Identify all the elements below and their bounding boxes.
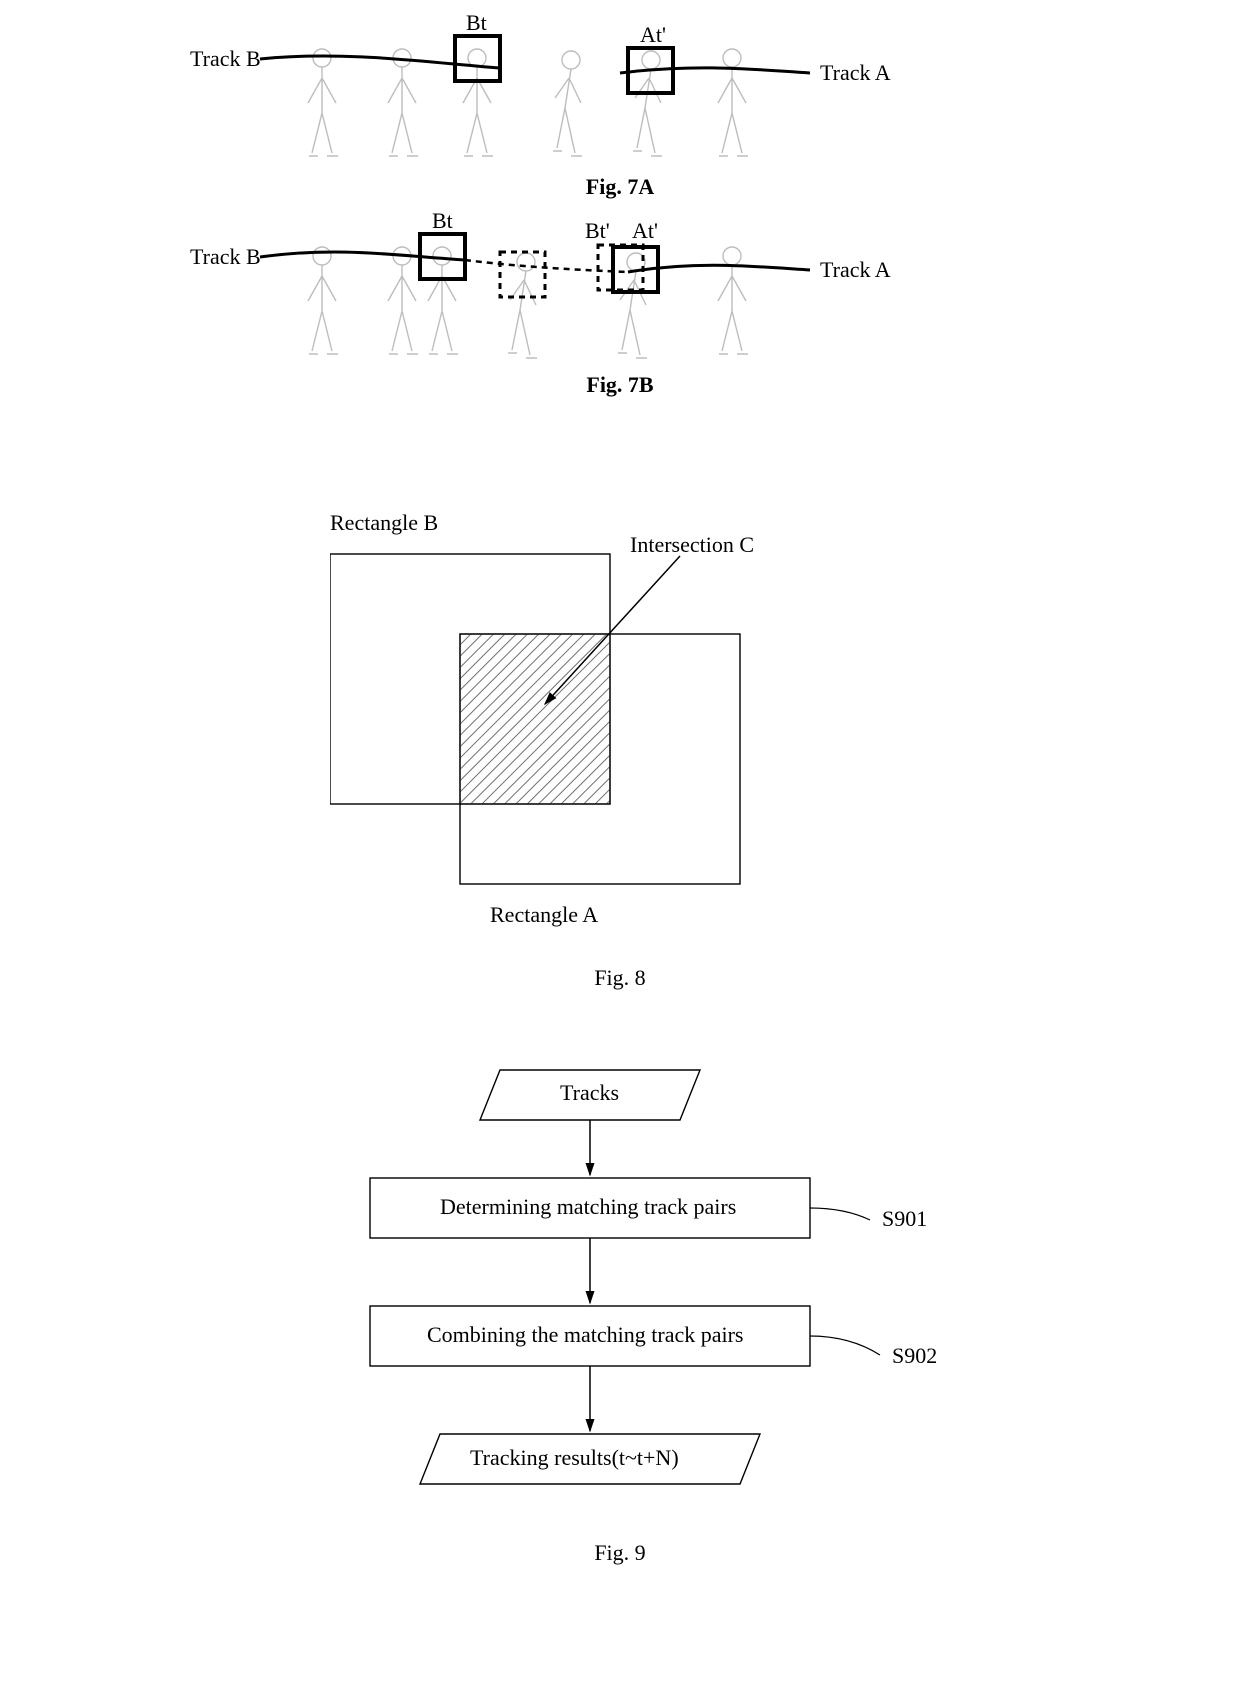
figure-7a: Track B Track A Bt At' Fig. 7A xyxy=(0,18,1240,183)
fig7b-btprime-label: Bt' xyxy=(585,218,610,244)
figure-9: Tracks Determining matching track pairs … xyxy=(0,1060,1240,1565)
fig7a-svg xyxy=(0,18,1240,178)
fig7b-caption: Fig. 7B xyxy=(0,372,1240,398)
fig9-input-label: Tracks xyxy=(560,1080,619,1106)
fig8-intersection-label: Intersection C xyxy=(630,532,754,558)
fig7a-track-a-label: Track A xyxy=(820,60,891,86)
fig8-intersection xyxy=(460,634,610,804)
fig7a-track-b-label: Track B xyxy=(190,46,261,72)
fig9-step1-label: Determining matching track pairs xyxy=(440,1194,736,1220)
fig7b-track-b-label: Track B xyxy=(190,244,261,270)
fig7b-svg xyxy=(0,212,1240,372)
fig7a-bt-label: Bt xyxy=(466,10,487,36)
fig7b-track-b-line xyxy=(260,252,465,260)
fig7a-at-label: At' xyxy=(640,22,666,48)
fig9-output-label: Tracking results(t~t+N) xyxy=(470,1445,679,1471)
fig8-svg xyxy=(330,514,910,934)
fig7a-track-a-line xyxy=(620,68,810,73)
fig7b-bt-label: Bt xyxy=(432,208,453,234)
fig9-s902-connector xyxy=(810,1336,880,1355)
fig8-rect-a-label: Rectangle A xyxy=(490,902,598,928)
fig7b-track-a-label: Track A xyxy=(820,257,891,283)
fig7a-track-b-line xyxy=(260,56,500,68)
fig9-s901-label: S901 xyxy=(882,1206,927,1232)
figure-8: Rectangle B Intersection C Rectangle A F… xyxy=(330,510,910,939)
fig8-caption: Fig. 8 xyxy=(0,965,1240,991)
fig8-arrow xyxy=(545,556,680,704)
fig9-caption: Fig. 9 xyxy=(0,1540,1240,1566)
fig9-s902-label: S902 xyxy=(892,1343,937,1369)
fig7b-track-a-line xyxy=(628,265,810,272)
fig8-rect-b-label: Rectangle B xyxy=(330,510,438,536)
fig9-s901-connector xyxy=(810,1208,870,1220)
fig9-svg xyxy=(0,1060,1240,1560)
fig7a-people xyxy=(308,49,748,156)
fig7b-people xyxy=(308,247,748,358)
fig9-step2-label: Combining the matching track pairs xyxy=(427,1322,744,1348)
fig7b-at-label: At' xyxy=(632,218,658,244)
fig7a-caption: Fig. 7A xyxy=(0,174,1240,200)
figure-7b: Track B Track A Bt Bt' At' Fig. 7B xyxy=(0,212,1240,377)
